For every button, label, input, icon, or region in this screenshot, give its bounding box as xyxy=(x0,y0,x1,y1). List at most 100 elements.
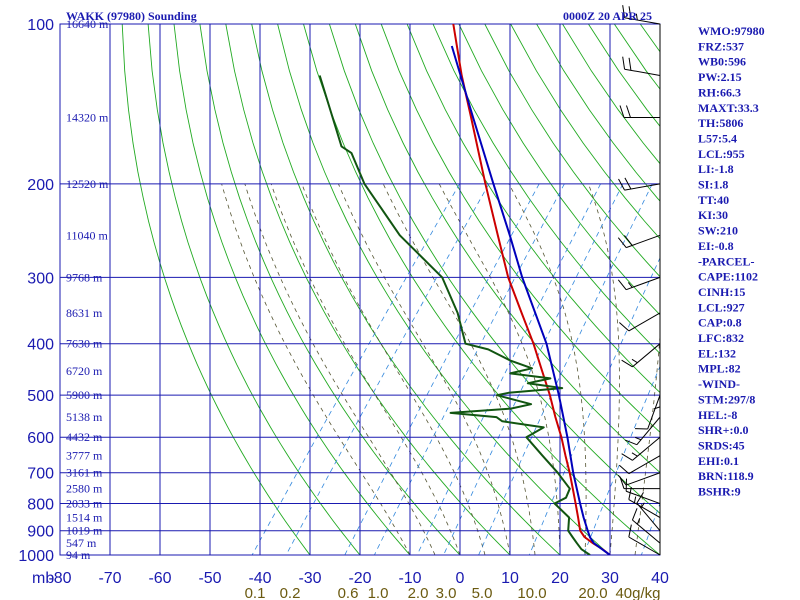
height-label: 1019 m xyxy=(66,524,103,538)
mixing-ratio-label: 10.0 xyxy=(517,585,546,600)
mixing-ratio-label: 40g/kg xyxy=(615,585,660,600)
grid-lines xyxy=(59,23,661,556)
moist-adiabat-line xyxy=(438,183,561,555)
wind-barb xyxy=(617,472,661,486)
pressure-tick-label: 500 xyxy=(27,388,54,405)
index-value: EL:132 xyxy=(698,346,736,360)
wind-barb-flag xyxy=(619,322,630,332)
index-value: LI:-1.8 xyxy=(698,162,734,176)
wind-barb-flag xyxy=(636,492,644,504)
dry-adiabat-line xyxy=(225,24,511,555)
dry-adiabat-line xyxy=(484,24,660,278)
wind-barb-staff xyxy=(626,490,661,505)
mixing-ratio-line xyxy=(443,183,624,555)
height-label: 5900 m xyxy=(66,388,103,402)
index-value: BSHR:9 xyxy=(698,485,741,499)
pressure-unit-label: mb xyxy=(32,570,54,587)
wind-barb xyxy=(621,343,661,368)
index-value: TH:5806 xyxy=(698,116,743,130)
wind-barb-staff xyxy=(626,472,661,486)
index-value: WMO:97980 xyxy=(698,24,765,38)
dry-adiabat-line xyxy=(432,24,660,355)
dry-adiabat-line xyxy=(588,24,660,128)
wind-barb-flag xyxy=(624,235,633,246)
mixing-ratio-label: 0.6 xyxy=(338,585,359,600)
wind-barb-flag xyxy=(617,279,627,290)
moist-adiabat-line xyxy=(244,183,436,555)
wind-barb-flag xyxy=(621,359,633,368)
wind-barb-flag xyxy=(626,105,631,118)
height-label: 14320 m xyxy=(66,111,109,125)
wind-barb-half-flag xyxy=(631,452,638,457)
wind-barb xyxy=(631,508,661,544)
height-label: 1514 m xyxy=(66,511,103,525)
wind-barb xyxy=(628,524,661,556)
height-label: 8631 m xyxy=(66,306,103,320)
wind-barb-half-flag xyxy=(631,358,638,364)
pressure-tick-label: 200 xyxy=(27,177,54,194)
wind-barb-flag xyxy=(618,178,625,191)
height-label: 5138 m xyxy=(66,410,103,424)
moist-adiabat-line xyxy=(270,183,461,555)
wind-barb-staff xyxy=(628,536,661,556)
chart-datetime: 0000Z 20 APR 25 xyxy=(563,9,652,23)
wind-barb-flag xyxy=(628,524,632,538)
index-value: WB0:596 xyxy=(698,55,746,69)
dry-adiabat-line xyxy=(406,24,660,394)
height-label: 9768 m xyxy=(66,270,103,284)
wind-barb xyxy=(653,370,661,410)
wind-barb-half-flag xyxy=(634,436,642,441)
wind-barb-half-flag xyxy=(636,518,641,525)
dry-adiabat-line xyxy=(770,24,800,555)
temperature-tick-label: -20 xyxy=(348,570,371,587)
height-label: 16640 m xyxy=(66,17,109,31)
wind-barb-flag xyxy=(622,56,626,70)
wind-barb xyxy=(622,56,661,76)
wind-barb-flag xyxy=(624,439,638,446)
sounding-profiles xyxy=(318,24,611,555)
temperature-tick-label: -40 xyxy=(248,570,271,587)
index-value: STM:297/8 xyxy=(698,392,755,406)
index-value: KI:30 xyxy=(698,208,728,222)
dry-adiabat-line xyxy=(251,24,561,555)
wind-barb-half-flag xyxy=(627,282,633,288)
wind-barb-staff xyxy=(632,519,661,544)
dry-adiabat-line xyxy=(796,24,800,555)
index-value: LCL:955 xyxy=(698,147,745,161)
temperature-tick-label: -10 xyxy=(398,570,421,587)
index-value: FRZ:537 xyxy=(698,39,744,53)
wind-barb xyxy=(624,416,661,446)
dry-adiabat-line xyxy=(536,24,660,202)
mixing-ratio-label: 0.2 xyxy=(280,585,301,600)
dry-adiabat-line xyxy=(199,24,461,555)
height-label: 3161 m xyxy=(66,466,103,480)
mixing-ratio-label: 20.0 xyxy=(578,585,607,600)
temperature-tick-label: 0 xyxy=(456,570,465,587)
mixing-ratio-line xyxy=(528,257,660,555)
wind-barb-half-flag xyxy=(653,406,661,410)
height-label: 547 m xyxy=(66,536,97,550)
wind-barb-flag xyxy=(628,487,632,500)
pressure-tick-label: 1000 xyxy=(18,548,54,565)
index-value: SRDS:45 xyxy=(698,438,745,452)
mixing-ratio-label: 2.0 xyxy=(408,585,429,600)
height-label: 94 m xyxy=(66,548,91,562)
temperature-profile xyxy=(452,24,611,555)
wind-barb-staff xyxy=(628,455,661,475)
temperature-tick-label: -50 xyxy=(198,570,221,587)
pressure-tick-label: 600 xyxy=(27,430,54,447)
wind-barb-column xyxy=(617,5,661,556)
wind-barb-flag xyxy=(624,177,632,190)
index-value: L57:5.4 xyxy=(698,131,737,145)
temperature-tick-label: -60 xyxy=(148,570,171,587)
index-value: -WIND- xyxy=(698,377,740,391)
temperature-tick-label: 40 xyxy=(651,570,669,587)
index-value: CINH:15 xyxy=(698,285,745,299)
moist-adiabat-line xyxy=(301,183,486,555)
height-label: 12520 m xyxy=(66,177,109,191)
height-label: 11040 m xyxy=(66,228,109,242)
chart-title: WAKK (97980) Sounding xyxy=(66,9,197,23)
wind-barb-flag xyxy=(631,508,638,521)
